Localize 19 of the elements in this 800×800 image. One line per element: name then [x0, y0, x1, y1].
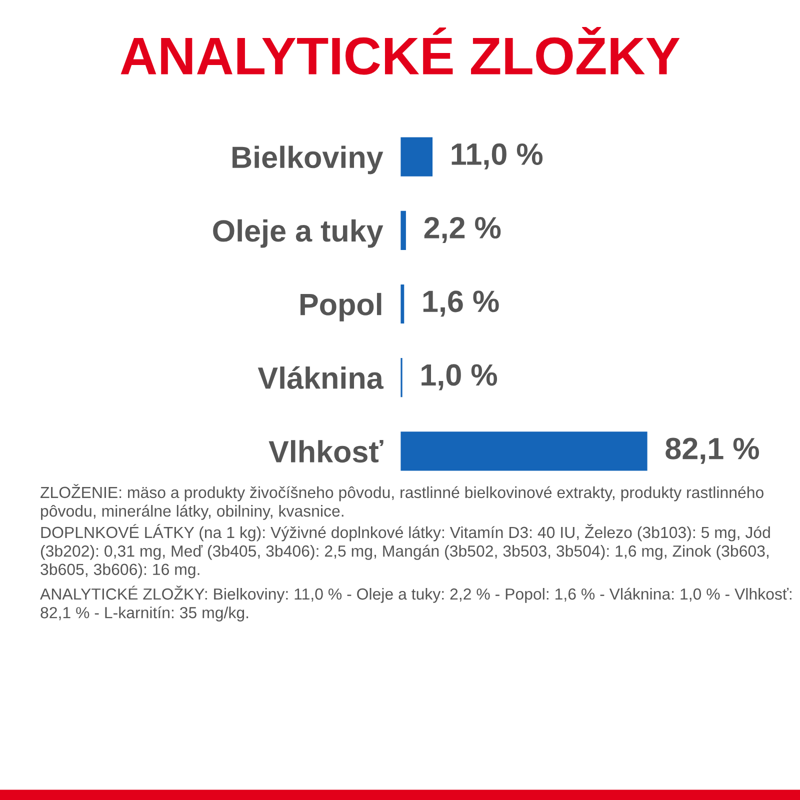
bar — [400, 209, 408, 252]
data-label: 82,1 % — [666, 438, 759, 464]
text: DOPLNKOVÉ LÁTKY (na 1 kg): Výživné doplnkové látky: Vitamín D3: 40 IU, Železo (3b103): 5 mg, Jód (3b202): 0,31 mg, Meď (3b405, 3b406): 2,5 mg, Mangán (3b502, 3b503, 3b504): 1,6 mg, Zinok (3b603, 3b605, 3b606): 16 mg. — [40, 524, 770, 578]
bar — [400, 430, 648, 472]
y-tick-label: Vlhkosť — [268, 440, 384, 463]
annotation: ZLOŽENIE: mäso a produkty živočíšneho pôvodu, rastlinné bielkovinové extrakty, produkty rastlinného pôvodu, minerálne látky, obilniny, kvasnice. — [40, 484, 764, 520]
bar — [400, 136, 434, 178]
data-label: 1,0 % — [422, 364, 498, 390]
text: ANALYTICKÉ ZLOŽKY: Bielkoviny: 11,0 % - Oleje a tuky: 2,2 % - Popol: 1,6 % - Vláknina: 1,0 % - Vlhkosť: 82,1 % - L-karnitín: 35 mg/kg. — [40, 586, 792, 622]
bar — [400, 356, 404, 399]
y-tick-label: Popol — [300, 292, 382, 322]
chart-title: ANALYTICKÉ ZLOŽKY — [120, 26, 680, 75]
y-tick-label: Bielkoviny — [232, 146, 384, 174]
data-label: 1,6 % — [423, 290, 499, 317]
data-label: 2,2 % — [424, 216, 501, 244]
bar — [400, 283, 406, 325]
y-tick-label: Vláknina — [258, 366, 384, 389]
data-label: 11,0 % — [452, 143, 543, 170]
y-tick-label: Oleje a tuky — [213, 219, 384, 248]
